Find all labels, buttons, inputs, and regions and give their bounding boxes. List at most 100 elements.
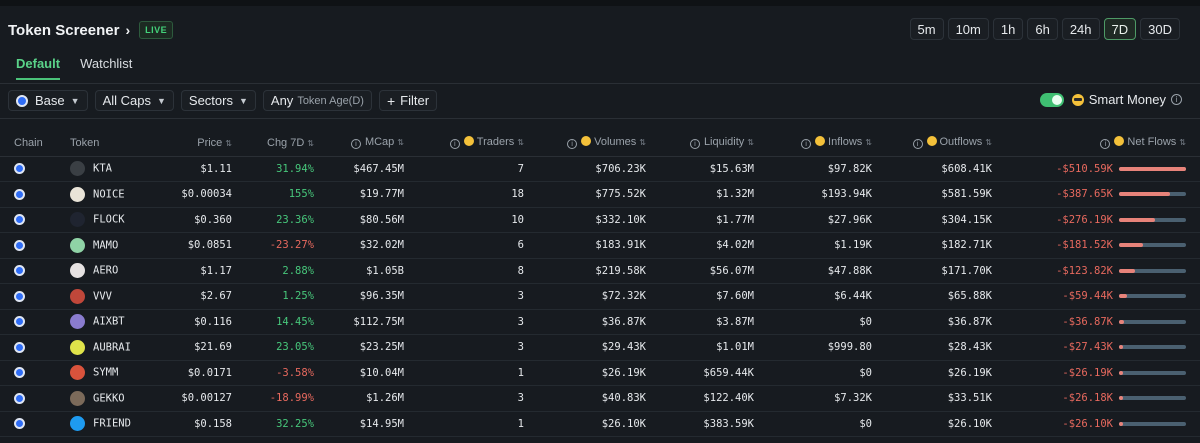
- table-row[interactable]: AERO $1.17 2.88% $1.05B 8 $219.58K $56.07M $47.…: [0, 258, 1200, 284]
- outflows-cell: $26.19K: [880, 360, 1000, 386]
- netflows-cell: -$26.19K: [1000, 360, 1200, 386]
- col-liquidity[interactable]: i Liquidity ⇅: [654, 130, 762, 157]
- timeframe-24h[interactable]: 24h: [1061, 18, 1100, 40]
- tab-watchlist[interactable]: Watchlist: [80, 56, 133, 71]
- traders-cell: 3: [412, 309, 532, 335]
- liquidity-cell: $1.77M: [654, 207, 762, 233]
- sectors-filter-button[interactable]: Sectors ▼: [180, 90, 256, 111]
- chain-filter-button[interactable]: Base ▼: [8, 90, 88, 111]
- price-cell: $0.360: [160, 207, 240, 233]
- table-row[interactable]: MAMO $0.0851 -23.27% $32.02M 6 $183.91K $4.02M…: [0, 232, 1200, 259]
- col-inflows[interactable]: i Inflows ⇅: [762, 130, 880, 157]
- change-cell: -3.58%: [240, 360, 322, 386]
- token-symbol[interactable]: FLOCK: [93, 213, 125, 226]
- change-cell: 31.94%: [240, 156, 322, 182]
- sort-icon: ⇅: [517, 138, 524, 148]
- smart-money-toggle[interactable]: [1039, 92, 1064, 107]
- token-cell[interactable]: AUBRAI: [70, 334, 160, 361]
- timeframe-10m[interactable]: 10m: [947, 18, 989, 40]
- token-logo-icon: [70, 416, 85, 432]
- sunglasses-icon: [1071, 93, 1084, 106]
- token-logo-icon: [70, 237, 85, 253]
- chevron-down-icon: ▼: [70, 95, 80, 106]
- timeframe-5m[interactable]: 5m: [909, 18, 944, 40]
- token-cell[interactable]: FRIEND: [70, 411, 160, 437]
- token-age-label: Token Age(D): [297, 94, 364, 107]
- base-chain-icon: [14, 367, 25, 379]
- view-tabs: Default Watchlist: [16, 56, 132, 80]
- token-cell[interactable]: VVV: [70, 283, 160, 310]
- netflow-bar: [1119, 268, 1186, 273]
- page-title[interactable]: Token Screener: [8, 21, 120, 39]
- netflow-bar: [1119, 243, 1186, 248]
- token-age-filter[interactable]: Any Token Age(D): [262, 90, 372, 111]
- col-price[interactable]: Price ⇅: [160, 130, 240, 157]
- mcap-cell: $23.25M: [322, 334, 412, 361]
- netflows-cell: -$27.43K: [1000, 334, 1200, 361]
- sort-icon: ⇅: [639, 138, 646, 148]
- netflow-bar-fill: [1119, 396, 1124, 401]
- change-cell: 23.05%: [240, 334, 322, 361]
- token-cell[interactable]: KTA: [70, 156, 160, 182]
- token-symbol[interactable]: SYMM: [93, 366, 119, 379]
- col-chg[interactable]: Chg 7D ⇅: [240, 130, 322, 157]
- chain-cell: [0, 411, 70, 437]
- liquidity-cell: $4.02M: [654, 232, 762, 259]
- mcap-cell: $1.26M: [322, 385, 412, 412]
- token-cell[interactable]: MAMO: [70, 232, 160, 259]
- netflow-bar-fill: [1119, 319, 1124, 324]
- table-row[interactable]: SYMM $0.0171 -3.58% $10.04M 1 $26.19K $659.44K…: [0, 360, 1200, 386]
- table-row[interactable]: GEKKO $0.00127 -18.99% $1.26M 3 $40.83K $122.4…: [0, 385, 1200, 412]
- caps-filter-button[interactable]: All Caps ▼: [94, 90, 174, 111]
- timeframe-30d[interactable]: 30D: [1140, 18, 1180, 40]
- token-symbol[interactable]: GEKKO: [93, 392, 125, 405]
- timeframe-7d[interactable]: 7D: [1103, 18, 1137, 40]
- inflows-cell: $0: [762, 411, 880, 437]
- col-token: Token: [70, 130, 160, 157]
- table-row[interactable]: KTA $1.11 31.94% $467.45M 7 $706.23K $15.63M $9…: [0, 156, 1200, 182]
- chain-cell: [0, 283, 70, 310]
- mcap-cell: $112.75M: [322, 309, 412, 335]
- token-cell[interactable]: AERO: [70, 258, 160, 284]
- token-cell[interactable]: SYMM: [70, 360, 160, 386]
- token-symbol[interactable]: NOICE: [93, 188, 125, 201]
- token-symbol[interactable]: VVV: [93, 290, 112, 303]
- table-row[interactable]: AIXBT $0.116 14.45% $112.75M 3 $36.87K $3.87M $…: [0, 309, 1200, 335]
- token-symbol[interactable]: MAMO: [93, 239, 119, 252]
- table-row[interactable]: NOICE $0.00034 155% $19.77M 18 $775.52K $1.32M…: [0, 181, 1200, 208]
- tab-default[interactable]: Default: [16, 56, 61, 80]
- token-cell[interactable]: GEKKO: [70, 385, 160, 412]
- table-row[interactable]: VVV $2.67 1.25% $96.35M 3 $72.32K $7.60M $6.44K…: [0, 283, 1200, 310]
- timeframe-6h[interactable]: 6h: [1027, 18, 1058, 40]
- info-icon[interactable]: i: [1171, 94, 1182, 105]
- token-cell[interactable]: FLOCK: [70, 207, 160, 233]
- netflow-bar-fill: [1119, 421, 1124, 426]
- smart-money-label: Smart Money: [1088, 92, 1166, 107]
- chevron-right-icon[interactable]: ›: [125, 22, 131, 38]
- add-filter-button[interactable]: + Filter: [378, 90, 438, 111]
- token-symbol[interactable]: AUBRAI: [93, 341, 131, 354]
- mcap-cell: $1.05B: [322, 258, 412, 284]
- token-cell[interactable]: AIXBT: [70, 309, 160, 335]
- col-netflows[interactable]: i Net Flows ⇅: [1000, 130, 1200, 157]
- token-symbol[interactable]: AIXBT: [93, 315, 125, 328]
- table-row[interactable]: FLOCK $0.360 23.36% $80.56M 10 $332.10K $1.77M…: [0, 207, 1200, 233]
- netflows-value: -$276.19K: [1056, 213, 1113, 226]
- outflows-cell: $171.70K: [880, 258, 1000, 284]
- liquidity-cell: $56.07M: [654, 258, 762, 284]
- base-chain-icon: [14, 214, 25, 226]
- token-symbol[interactable]: FRIEND: [93, 417, 131, 430]
- token-symbol[interactable]: KTA: [93, 162, 112, 175]
- sort-icon: ⇅: [1179, 138, 1186, 148]
- col-volumes[interactable]: i Volumes ⇅: [532, 130, 654, 157]
- table-row[interactable]: FRIEND $0.158 32.25% $14.95M 1 $26.10K $383.59…: [0, 411, 1200, 437]
- mcap-cell: $14.95M: [322, 411, 412, 437]
- change-cell: 155%: [240, 181, 322, 208]
- table-row[interactable]: AUBRAI $21.69 23.05% $23.25M 3 $29.43K $1.01M $…: [0, 334, 1200, 361]
- col-traders[interactable]: i Traders ⇅: [412, 130, 532, 157]
- token-symbol[interactable]: AERO: [93, 264, 119, 277]
- token-cell[interactable]: NOICE: [70, 181, 160, 208]
- timeframe-1h[interactable]: 1h: [992, 18, 1024, 40]
- col-outflows[interactable]: i Outflows ⇅: [880, 130, 1000, 157]
- col-mcap[interactable]: i MCap ⇅: [322, 130, 412, 157]
